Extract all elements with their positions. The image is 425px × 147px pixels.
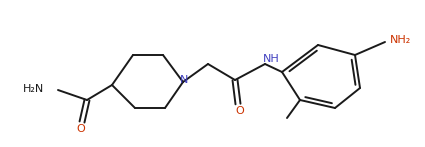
Text: N: N <box>180 75 188 85</box>
Text: NH: NH <box>263 54 279 64</box>
Text: O: O <box>235 106 244 116</box>
Text: H₂N: H₂N <box>23 84 44 94</box>
Text: NH₂: NH₂ <box>391 35 412 45</box>
Text: O: O <box>76 124 85 134</box>
